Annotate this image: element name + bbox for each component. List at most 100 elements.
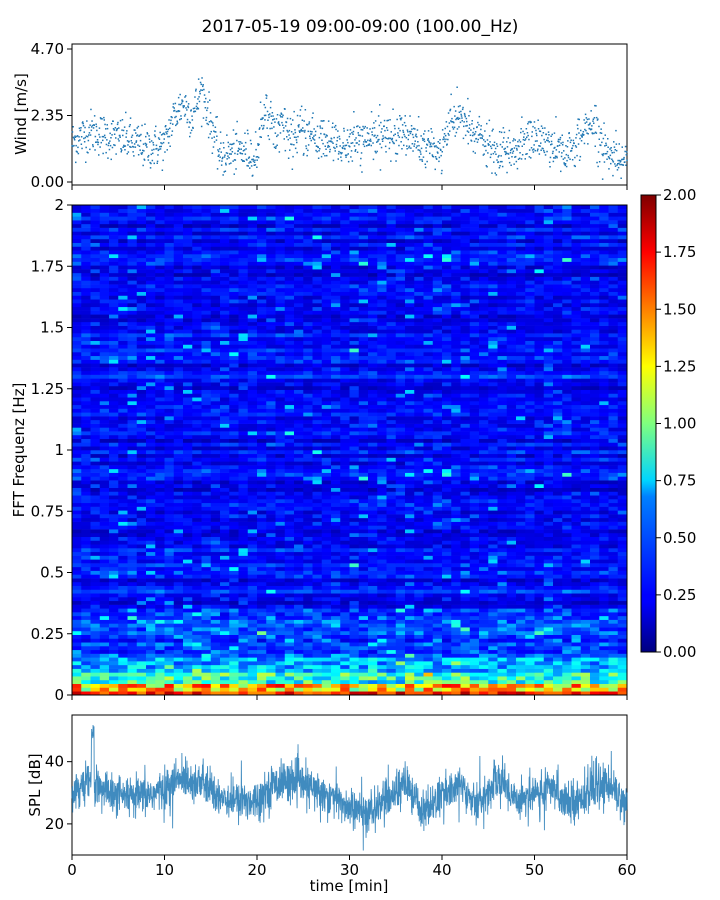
wind-point bbox=[593, 122, 595, 124]
heatmap-cell bbox=[331, 495, 341, 500]
heatmap-cell bbox=[432, 683, 443, 688]
heatmap-cell bbox=[118, 521, 128, 526]
wind-point bbox=[162, 141, 165, 144]
wind-point bbox=[456, 128, 459, 130]
heatmap-cell bbox=[257, 559, 267, 564]
heatmap-cell bbox=[201, 532, 212, 537]
wind-point bbox=[293, 136, 296, 138]
wind-point bbox=[320, 155, 323, 158]
heatmap-cell bbox=[303, 646, 313, 651]
wind-point bbox=[250, 161, 252, 164]
wind-point bbox=[419, 151, 422, 153]
heatmap-cell bbox=[127, 483, 138, 488]
heatmap-cell bbox=[590, 679, 600, 684]
wind-point bbox=[552, 160, 555, 163]
heatmap-cell bbox=[377, 612, 387, 617]
heatmap-cell bbox=[136, 646, 147, 651]
heatmap-cell bbox=[238, 517, 249, 522]
heatmap-cell bbox=[506, 540, 517, 545]
heatmap-cell bbox=[201, 619, 212, 624]
heatmap-cell bbox=[358, 619, 369, 624]
heatmap-cell bbox=[516, 525, 526, 530]
heatmap-cell bbox=[229, 638, 239, 643]
heatmap-cell bbox=[146, 483, 156, 488]
wind-point bbox=[154, 130, 156, 132]
heatmap-cell bbox=[183, 570, 193, 575]
heatmap-cell bbox=[562, 630, 572, 635]
wind-point bbox=[204, 101, 206, 103]
wind-point bbox=[286, 136, 288, 138]
heatmap-cell bbox=[405, 495, 415, 500]
heatmap-cell bbox=[257, 532, 267, 537]
heatmap-cell bbox=[414, 672, 424, 677]
heatmap-cell bbox=[155, 657, 165, 662]
heatmap-cell bbox=[349, 499, 360, 504]
wind-point bbox=[581, 136, 583, 138]
wind-point bbox=[356, 125, 358, 128]
heatmap-cell bbox=[340, 668, 350, 673]
wind-point bbox=[292, 155, 294, 158]
wind-point bbox=[234, 152, 236, 155]
heatmap-cell bbox=[488, 499, 498, 504]
heatmap-cell bbox=[377, 578, 387, 583]
wind-point bbox=[579, 155, 582, 158]
wind-point bbox=[456, 86, 458, 88]
wind-point bbox=[466, 120, 468, 123]
wind-point bbox=[351, 131, 353, 134]
heatmap-cell bbox=[257, 630, 267, 635]
heatmap-cell bbox=[155, 687, 165, 692]
heatmap-cell bbox=[488, 585, 498, 590]
heatmap-cell bbox=[220, 499, 230, 504]
heatmap-cell bbox=[294, 623, 304, 628]
heatmap-cell bbox=[571, 510, 582, 515]
wind-point bbox=[315, 149, 317, 152]
heatmap-cell bbox=[543, 559, 554, 564]
heatmap-cell bbox=[386, 521, 397, 526]
heatmap-cell bbox=[331, 551, 341, 556]
wind-point bbox=[411, 128, 413, 130]
wind-point bbox=[500, 155, 502, 157]
heatmap-cell bbox=[72, 581, 82, 586]
heatmap-cell bbox=[617, 540, 628, 545]
wind-point bbox=[358, 143, 360, 146]
wind-point bbox=[313, 128, 315, 130]
heatmap-cell bbox=[155, 536, 165, 541]
heatmap-cell bbox=[340, 487, 350, 492]
heatmap-cell bbox=[192, 600, 202, 605]
heatmap-cell bbox=[247, 589, 258, 594]
heatmap-cell bbox=[460, 574, 471, 579]
heatmap-cell bbox=[81, 642, 91, 647]
heatmap-cell bbox=[173, 495, 184, 500]
wind-point bbox=[93, 124, 95, 126]
heatmap-cell bbox=[395, 566, 406, 571]
heatmap-cell bbox=[220, 623, 230, 628]
heatmap-cell bbox=[247, 529, 258, 534]
heatmap-cell bbox=[395, 672, 406, 677]
heatmap-cell bbox=[294, 608, 304, 613]
wind-point bbox=[165, 128, 168, 130]
heatmap-cell bbox=[266, 589, 276, 594]
heatmap-cell bbox=[99, 502, 110, 507]
heatmap-cell bbox=[349, 672, 360, 677]
heatmap-cell bbox=[183, 642, 193, 647]
wind-point bbox=[443, 133, 446, 135]
heatmap-cell bbox=[368, 559, 378, 564]
heatmap-cell bbox=[469, 544, 480, 549]
heatmap-cell bbox=[294, 593, 304, 598]
heatmap-cell bbox=[321, 551, 332, 556]
heatmap-cell bbox=[210, 634, 221, 639]
heatmap-cell bbox=[99, 687, 110, 692]
heatmap-cell bbox=[451, 679, 461, 684]
heatmap-cell bbox=[386, 544, 397, 549]
wind-point bbox=[410, 130, 412, 133]
heatmap-cell bbox=[395, 536, 406, 541]
wind-point bbox=[624, 145, 627, 148]
heatmap-cell bbox=[238, 514, 249, 519]
heatmap-cell bbox=[358, 517, 369, 522]
heatmap-cell bbox=[479, 619, 489, 624]
heatmap-cell bbox=[321, 581, 332, 586]
wind-point bbox=[319, 127, 322, 129]
heatmap-cell bbox=[99, 525, 110, 530]
heatmap-cell bbox=[229, 495, 239, 500]
wind-point bbox=[431, 155, 434, 157]
